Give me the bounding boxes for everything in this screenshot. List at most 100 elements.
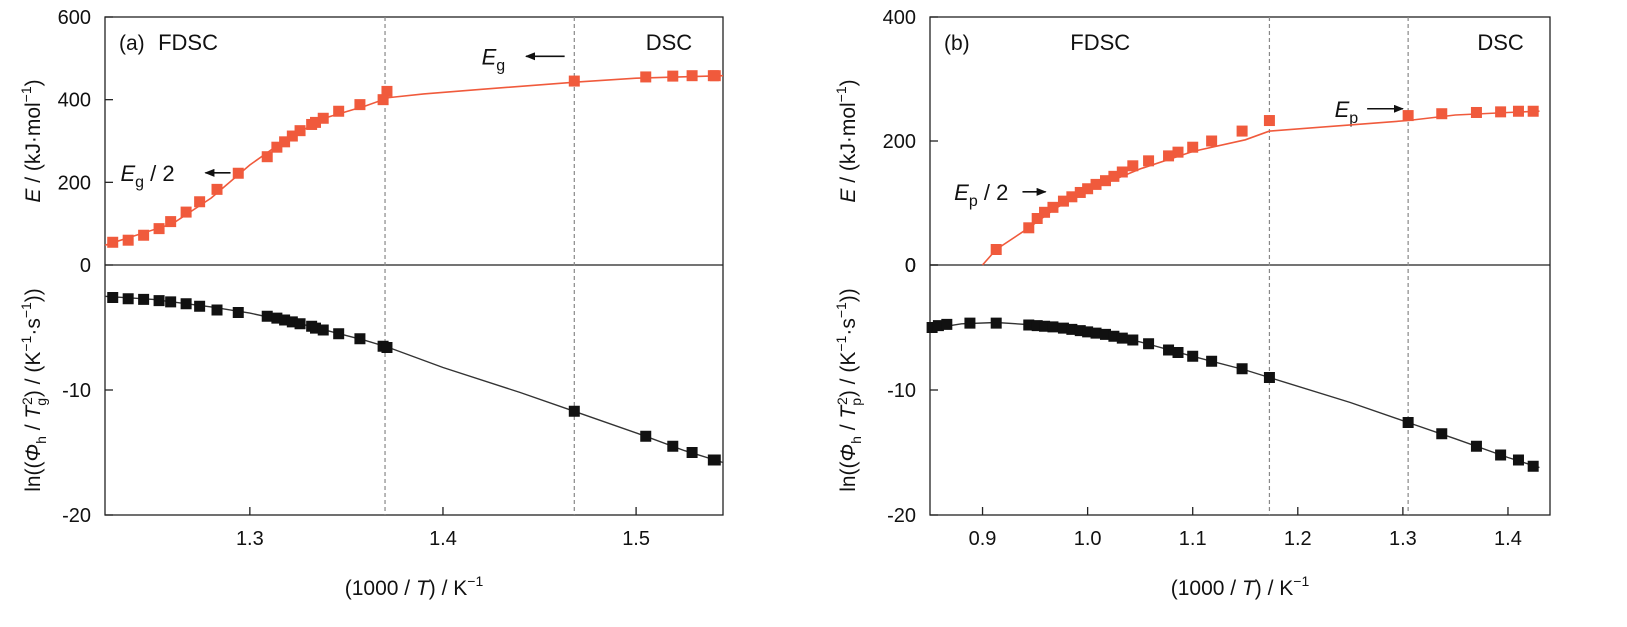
label-part: h (33, 436, 49, 444)
data-point-bottom (279, 314, 291, 326)
data-point-top (279, 136, 291, 148)
annotation-label: Ep (1335, 97, 1359, 127)
data-point-bottom (1236, 363, 1248, 375)
y-tick-label-top: 600 (58, 7, 91, 29)
data-point-bottom (317, 324, 329, 336)
x-axis-title: (1000 / T) / K−1 (345, 573, 484, 600)
data-point-bottom (1023, 319, 1035, 331)
data-point-bottom (1090, 327, 1102, 339)
data-point-top (1436, 108, 1448, 120)
data-point-top (1074, 186, 1086, 198)
data-point-top (1187, 141, 1199, 153)
label-part: ·s (837, 318, 860, 336)
data-point-top (1143, 155, 1155, 167)
label-part: (1000 / (1171, 577, 1242, 600)
label-part: ·s (22, 318, 45, 336)
data-point-top (1172, 146, 1184, 158)
data-point-bottom (1057, 322, 1069, 334)
y-tick-label-bottom: -20 (62, 505, 91, 527)
plot-frame (929, 16, 1551, 516)
data-point-bottom (1074, 325, 1086, 337)
data-point-bottom (294, 318, 306, 330)
data-point-top (180, 206, 192, 218)
label-part: T (22, 404, 45, 419)
label-part: g (135, 174, 144, 191)
data-point-top (1047, 201, 1059, 213)
label-part: −1 (833, 302, 849, 318)
label-part: / (kJ·mol (837, 102, 860, 188)
region-label: FDSC (158, 30, 218, 55)
label-part: ) (837, 79, 860, 86)
label-part: −1 (1293, 573, 1309, 589)
label-part: −1 (18, 86, 34, 102)
data-point-bottom (232, 307, 244, 318)
data-point-top (286, 130, 298, 142)
label-part: )) (837, 288, 860, 302)
annotation-label: Eg (482, 44, 506, 74)
data-point-top (1495, 106, 1507, 118)
data-point-bottom (990, 317, 1002, 329)
data-point-top (1057, 195, 1069, 207)
fit-curve-bottom (104, 295, 724, 464)
data-point-bottom (1402, 417, 1414, 428)
data-point-bottom (165, 296, 177, 308)
data-point-bottom (1031, 320, 1043, 332)
label-part: h (848, 436, 864, 444)
data-point-bottom (1470, 440, 1482, 452)
data-point-bottom (138, 293, 150, 305)
data-point-bottom (122, 293, 134, 305)
data-point-top (1163, 150, 1175, 162)
x-tick-label: 1.3 (1389, 528, 1417, 550)
x-tick-label: 1.3 (236, 528, 264, 550)
y-tick-label-top: 0 (905, 255, 916, 277)
y-axis-title-top: E / (kJ·mol−1) (833, 79, 860, 202)
data-point-bottom (667, 440, 679, 452)
label-part: E (120, 161, 135, 186)
data-point-bottom (261, 310, 273, 322)
label-part: / (22, 419, 45, 437)
data-point-top (377, 94, 389, 106)
data-point-top (1082, 183, 1094, 195)
data-point-top (381, 85, 393, 97)
x-tick-label: 1.5 (622, 528, 650, 550)
label-part: Φ (22, 444, 45, 462)
region-label: FDSC (1070, 30, 1130, 55)
data-point-top (317, 112, 329, 124)
y-tick-label-top: 200 (883, 131, 916, 153)
y-tick-label-bottom: -10 (887, 380, 916, 402)
data-point-bottom (926, 322, 938, 333)
x-tick-label: 1.0 (1074, 528, 1102, 550)
data-point-top (686, 70, 698, 82)
data-point-top (232, 167, 244, 179)
label-part: E (22, 188, 45, 203)
label-part: p (969, 193, 978, 210)
label-part: Φ (837, 444, 860, 462)
data-point-bottom (153, 295, 165, 307)
data-point-top (194, 196, 206, 208)
data-point-bottom (1127, 334, 1139, 346)
data-point-top (294, 125, 306, 137)
data-point-bottom (1116, 332, 1128, 344)
data-point-bottom (1099, 328, 1111, 340)
data-point-bottom (381, 342, 393, 353)
data-point-top (1090, 178, 1102, 190)
data-point-top (310, 116, 322, 128)
data-point-top (354, 99, 366, 111)
data-point-bottom (1263, 372, 1275, 383)
data-point-top (1066, 191, 1078, 203)
label-part: 2 (19, 397, 35, 405)
label-part: ) / K (429, 577, 468, 600)
data-point-bottom (211, 304, 223, 316)
data-point-top (709, 70, 721, 82)
data-point-top (271, 141, 283, 153)
label-part: ) / (K (837, 352, 860, 398)
data-point-top (990, 244, 1002, 255)
data-point-top (107, 236, 119, 248)
data-point-bottom (333, 328, 345, 340)
data-point-bottom (686, 447, 698, 458)
data-point-top (1127, 160, 1139, 172)
label-part: −1 (833, 86, 849, 102)
data-point-top (261, 151, 273, 163)
label-part: E (954, 180, 969, 205)
